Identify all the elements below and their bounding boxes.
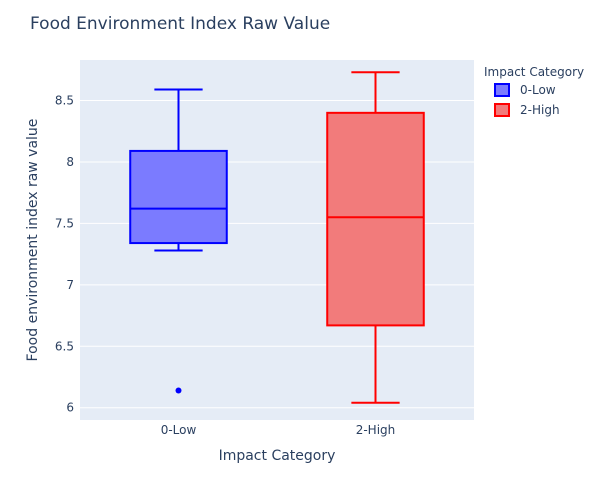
legend-swatch: [494, 103, 510, 117]
chart-title: Food Environment Index Raw Value: [30, 14, 330, 34]
legend-item-label: 0-Low: [520, 83, 556, 97]
legend-title: Impact Category: [484, 65, 584, 79]
y-tick-label: 7: [66, 278, 74, 292]
y-tick-label: 6.5: [55, 339, 74, 353]
y-axis-title: Food environment index raw value: [25, 119, 41, 362]
box-2-high: [326, 71, 425, 404]
outlier-point: [175, 387, 182, 394]
x-tick-label: 2-High: [356, 423, 396, 437]
y-tick-label: 7.5: [55, 216, 74, 230]
y-tick-label: 6: [66, 401, 74, 415]
box-iqr: [129, 149, 228, 245]
x-tick-label: 0-Low: [161, 423, 197, 437]
y-tick-label: 8.5: [55, 94, 74, 108]
box-traces: [129, 71, 425, 404]
x-axis-title: Impact Category: [219, 448, 336, 464]
legend-item-label: 2-High: [520, 103, 560, 117]
x-axis-ticks: 0-Low 2-High: [161, 423, 396, 437]
y-axis-ticks: 6 6.5 7 7.5 8 8.5: [55, 94, 74, 415]
box-0-low: [129, 88, 228, 394]
y-tick-label: 8: [66, 155, 74, 169]
legend: Impact Category 0-Low 2-High: [484, 65, 584, 117]
box-iqr: [326, 111, 425, 327]
legend-swatch: [494, 83, 510, 97]
